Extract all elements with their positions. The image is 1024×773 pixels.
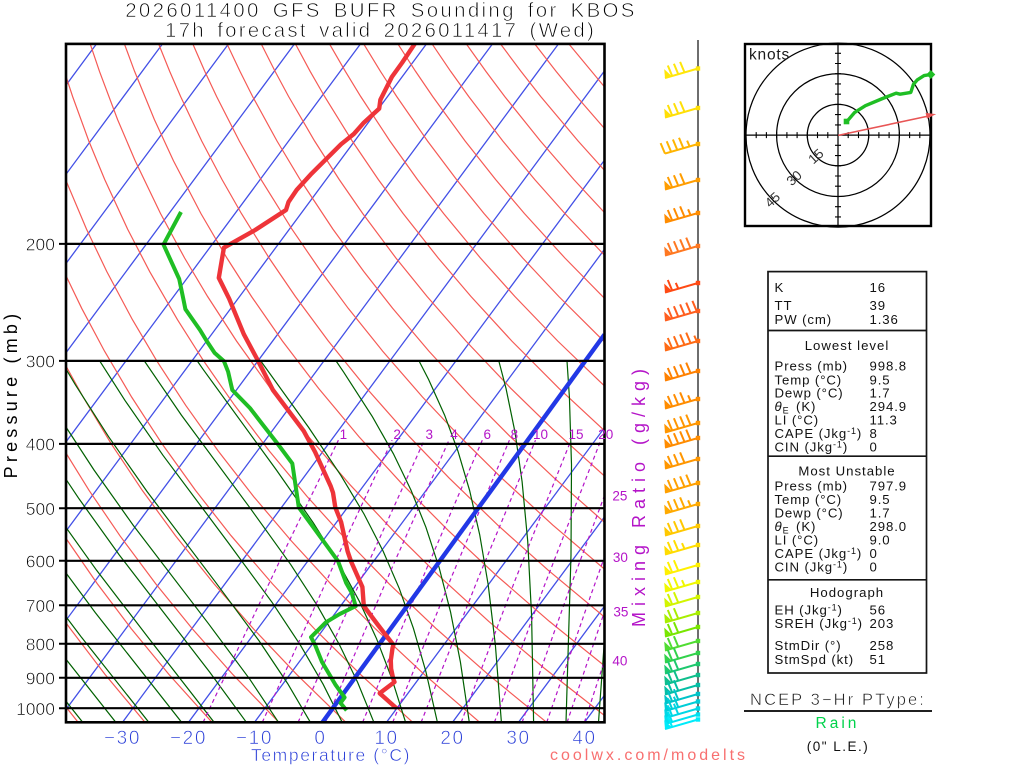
svg-text:−30: −30 — [104, 728, 141, 749]
svg-text:294.9: 294.9 — [870, 399, 908, 414]
svg-text:EH (Jkg-1): EH (Jkg-1) — [775, 603, 843, 618]
svg-text:SREH (Jkg-1): SREH (Jkg-1) — [775, 616, 863, 631]
svg-text:500: 500 — [26, 499, 55, 519]
svg-text:2: 2 — [393, 427, 401, 442]
svg-text:900: 900 — [26, 669, 55, 689]
svg-text:1.7: 1.7 — [870, 506, 891, 521]
svg-text:298.0: 298.0 — [870, 519, 908, 534]
svg-text:1.36: 1.36 — [870, 312, 899, 327]
svg-text:797.9: 797.9 — [870, 479, 908, 494]
svg-text:NCEP 3−Hr PType:: NCEP 3−Hr PType: — [750, 691, 926, 709]
svg-text:CAPE (Jkg-1): CAPE (Jkg-1) — [775, 426, 863, 441]
svg-text:0: 0 — [870, 560, 878, 575]
svg-text:400: 400 — [26, 435, 55, 455]
svg-text:6: 6 — [484, 427, 492, 442]
svg-text:Pressure (mb): Pressure (mb) — [1, 310, 21, 479]
svg-text:600: 600 — [26, 552, 55, 572]
svg-text:θE (K): θE (K) — [775, 519, 817, 536]
svg-text:16: 16 — [870, 280, 886, 295]
svg-text:CIN (Jkg-1): CIN (Jkg-1) — [775, 440, 849, 455]
svg-text:LI (°C): LI (°C) — [775, 533, 820, 548]
svg-text:Hodograph: Hodograph — [810, 585, 884, 600]
svg-text:TT: TT — [775, 298, 793, 313]
svg-text:30: 30 — [613, 550, 628, 565]
svg-text:θE (K): θE (K) — [775, 399, 817, 416]
svg-text:30: 30 — [784, 168, 805, 189]
svg-text:40: 40 — [612, 654, 627, 669]
svg-text:LI (°C): LI (°C) — [775, 413, 820, 428]
svg-text:CAPE (Jkg-1): CAPE (Jkg-1) — [775, 546, 863, 561]
svg-text:300: 300 — [26, 352, 55, 372]
svg-text:Mixing Ratio (g/kg): Mixing Ratio (g/kg) — [629, 363, 649, 627]
svg-text:StmSpd (kt): StmSpd (kt) — [775, 652, 855, 667]
svg-text:700: 700 — [26, 596, 55, 616]
svg-text:30: 30 — [506, 728, 530, 749]
svg-text:Temperature (°C): Temperature (°C) — [251, 745, 411, 765]
svg-text:8: 8 — [870, 426, 878, 441]
svg-text:10: 10 — [374, 728, 398, 749]
svg-text:1000: 1000 — [16, 699, 55, 719]
svg-text:200: 200 — [26, 235, 55, 255]
svg-text:15: 15 — [805, 146, 826, 167]
svg-text:800: 800 — [26, 635, 55, 655]
svg-text:4: 4 — [450, 427, 458, 442]
svg-text:Temp (°C): Temp (°C) — [775, 373, 843, 388]
svg-text:StmDir (°): StmDir (°) — [775, 638, 842, 653]
svg-text:39: 39 — [870, 298, 886, 313]
svg-text:CIN (Jkg-1): CIN (Jkg-1) — [775, 560, 849, 575]
svg-text:17h forecast valid 2026011417: 17h forecast valid 2026011417 (Wed) — [165, 19, 596, 42]
svg-text:998.8: 998.8 — [870, 358, 908, 373]
svg-text:15: 15 — [568, 427, 583, 442]
svg-text:203: 203 — [870, 616, 895, 631]
svg-text:258: 258 — [870, 638, 895, 653]
svg-text:20: 20 — [598, 427, 613, 442]
svg-text:45: 45 — [762, 189, 783, 210]
svg-text:0: 0 — [870, 546, 878, 561]
svg-text:10: 10 — [533, 427, 548, 442]
svg-text:−10: −10 — [236, 728, 273, 749]
svg-text:2026011400 GFS BUFR Sounding f: 2026011400 GFS BUFR Sounding for KBOS — [125, 0, 637, 22]
svg-text:Dewp (°C): Dewp (°C) — [775, 506, 844, 521]
svg-text:56: 56 — [870, 603, 886, 618]
svg-text:Most Unstable: Most Unstable — [798, 464, 895, 479]
svg-text:51: 51 — [870, 652, 886, 667]
svg-text:20: 20 — [440, 728, 464, 749]
svg-text:3: 3 — [426, 427, 434, 442]
svg-text:(0" L.E.): (0" L.E.) — [807, 739, 870, 754]
svg-text:K: K — [775, 280, 785, 295]
svg-text:coolwx.com/modelts: coolwx.com/modelts — [550, 747, 748, 764]
svg-text:Press (mb): Press (mb) — [775, 358, 848, 373]
svg-text:Press (mb): Press (mb) — [775, 479, 848, 494]
svg-text:−20: −20 — [170, 728, 207, 749]
svg-text:0: 0 — [314, 728, 326, 749]
svg-text:Temp (°C): Temp (°C) — [775, 492, 843, 507]
svg-text:40: 40 — [572, 728, 596, 749]
svg-text:9.5: 9.5 — [870, 492, 891, 507]
svg-text:Lowest level: Lowest level — [805, 338, 890, 353]
svg-text:PW (cm): PW (cm) — [775, 312, 833, 327]
svg-text:25: 25 — [612, 488, 627, 503]
svg-text:Dewp (°C): Dewp (°C) — [775, 386, 844, 401]
svg-text:9.5: 9.5 — [870, 373, 891, 388]
svg-text:1: 1 — [340, 427, 348, 442]
svg-text:9.0: 9.0 — [870, 533, 891, 548]
svg-text:1.7: 1.7 — [870, 386, 891, 401]
svg-text:8: 8 — [511, 427, 519, 442]
svg-text:11.3: 11.3 — [870, 413, 898, 428]
svg-text:35: 35 — [613, 604, 628, 619]
svg-text:0: 0 — [870, 440, 878, 455]
svg-text:knots: knots — [749, 47, 790, 64]
svg-text:Rain: Rain — [816, 715, 860, 732]
